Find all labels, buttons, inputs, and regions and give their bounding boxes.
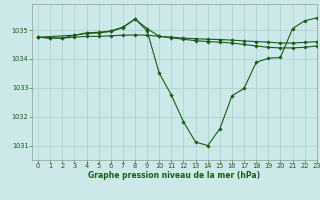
X-axis label: Graphe pression niveau de la mer (hPa): Graphe pression niveau de la mer (hPa) [88, 171, 260, 180]
